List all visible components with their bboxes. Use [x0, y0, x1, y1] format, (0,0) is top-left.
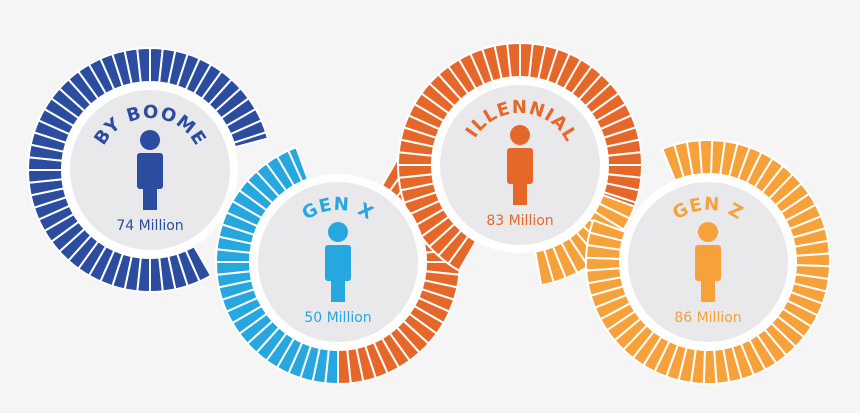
person-body [137, 153, 163, 189]
population: 83 Million [486, 213, 553, 229]
person-body [695, 245, 721, 281]
person-legs [513, 183, 527, 205]
person-head [510, 125, 530, 145]
person-head [140, 130, 160, 150]
population: 50 Million [304, 310, 371, 326]
person-body [507, 148, 533, 184]
person-body [325, 245, 351, 281]
population: 74 Million [116, 218, 183, 234]
person-legs [701, 280, 715, 302]
person-legs [331, 280, 345, 302]
population: 86 Million [674, 310, 741, 326]
person-head [328, 222, 348, 242]
person-head [698, 222, 718, 242]
person-legs [143, 188, 157, 210]
